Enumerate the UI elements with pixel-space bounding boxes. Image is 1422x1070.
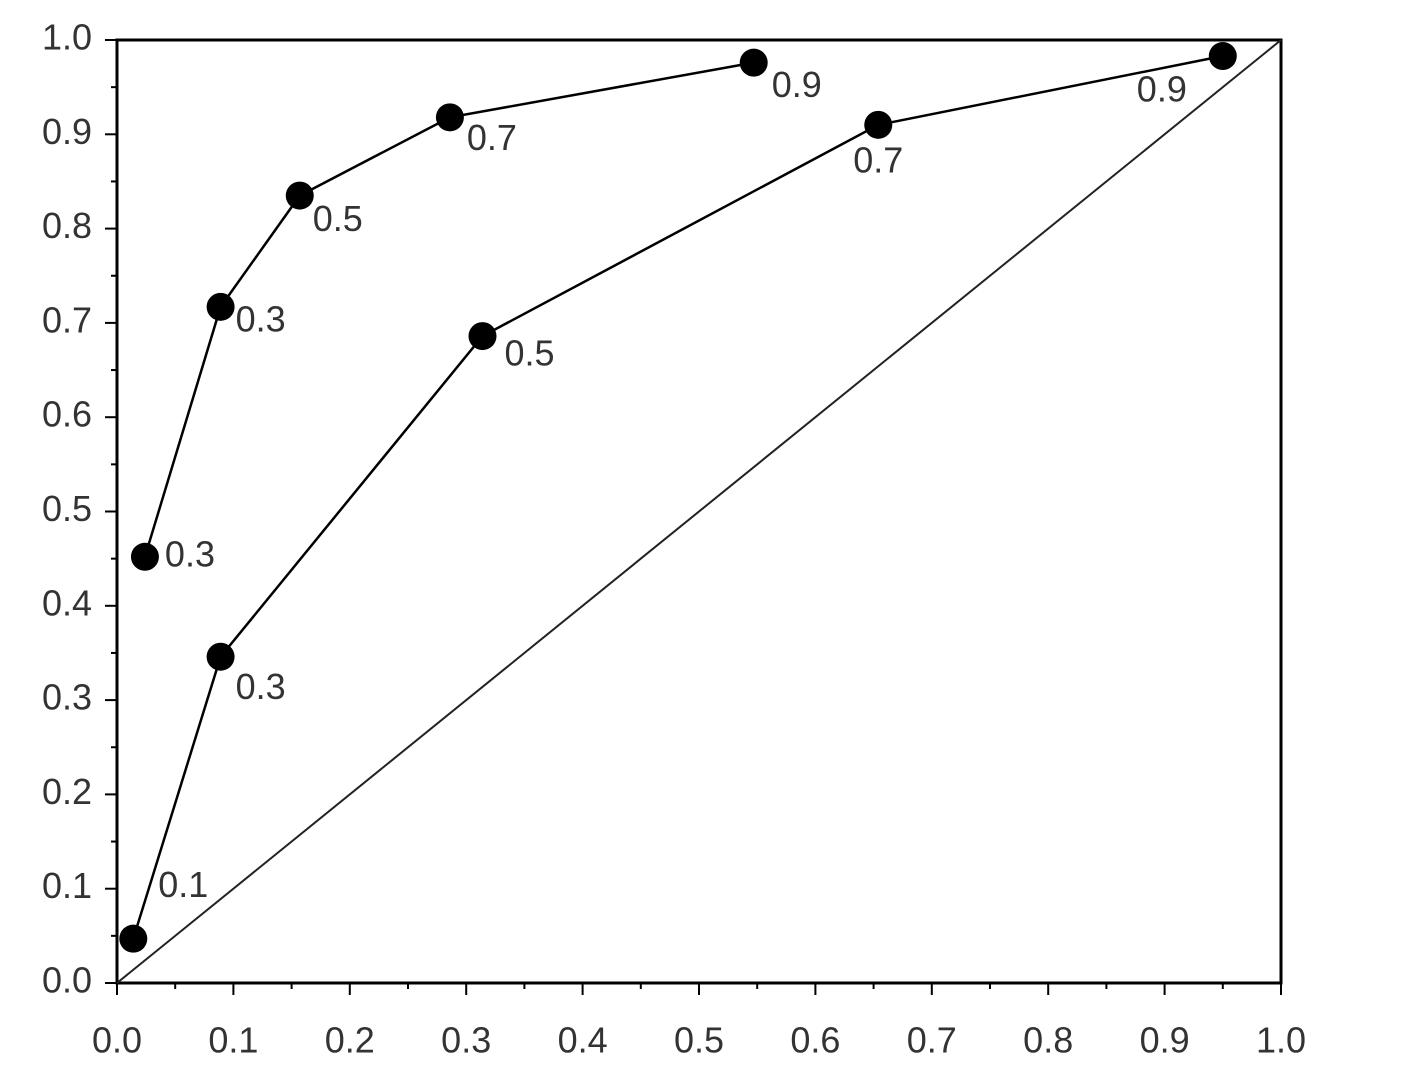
- y-tick-label: 1.0: [42, 17, 92, 58]
- point-label: 0.3: [236, 666, 286, 707]
- y-tick-label: 0.8: [42, 205, 92, 246]
- point-label: 0.3: [165, 533, 215, 574]
- point-label: 0.9: [1137, 69, 1187, 110]
- point-label: 0.7: [853, 139, 903, 180]
- y-tick-label: 0.0: [42, 960, 92, 1001]
- x-tick-label: 0.4: [558, 1020, 608, 1061]
- x-tick-label: 0.1: [208, 1020, 258, 1061]
- x-tick-label: 0.2: [325, 1020, 375, 1061]
- point-label: 0.9: [772, 64, 822, 105]
- x-tick-label: 0.3: [441, 1020, 491, 1061]
- y-tick-label: 0.9: [42, 111, 92, 152]
- point: [435, 103, 464, 132]
- point-label: 0.7: [467, 117, 517, 158]
- point-label: 0.5: [504, 333, 554, 374]
- y-tick-label: 0.6: [42, 394, 92, 435]
- plot-frame: [115, 38, 1283, 985]
- y-tick-label: 0.1: [42, 865, 92, 906]
- point: [468, 322, 497, 351]
- point-label: 0.5: [313, 198, 363, 239]
- point-label: 0.3: [236, 298, 286, 339]
- x-tick-label: 0.6: [790, 1020, 840, 1061]
- y-tick-label: 0.5: [42, 488, 92, 529]
- point: [1208, 42, 1237, 71]
- x-tick-label: 0.8: [1023, 1020, 1073, 1061]
- x-tick-label: 0.9: [1140, 1020, 1190, 1061]
- y-tick-label: 0.2: [42, 771, 92, 812]
- diagonal-reference: [116, 39, 1282, 984]
- x-tick-label: 0.5: [674, 1020, 724, 1061]
- point: [206, 292, 235, 321]
- point: [285, 181, 314, 210]
- y-tick-label: 0.3: [42, 677, 92, 718]
- point: [206, 642, 235, 671]
- point: [119, 924, 148, 953]
- point: [739, 48, 768, 77]
- y-tick-label: 0.4: [42, 582, 92, 623]
- x-tick-label: 1.0: [1256, 1020, 1306, 1061]
- point: [130, 542, 159, 571]
- point-label: 0.1: [158, 864, 208, 905]
- x-tick-label: 0.0: [92, 1020, 142, 1061]
- point: [864, 110, 893, 139]
- x-tick-label: 0.7: [907, 1020, 957, 1061]
- y-tick-label: 0.7: [42, 299, 92, 340]
